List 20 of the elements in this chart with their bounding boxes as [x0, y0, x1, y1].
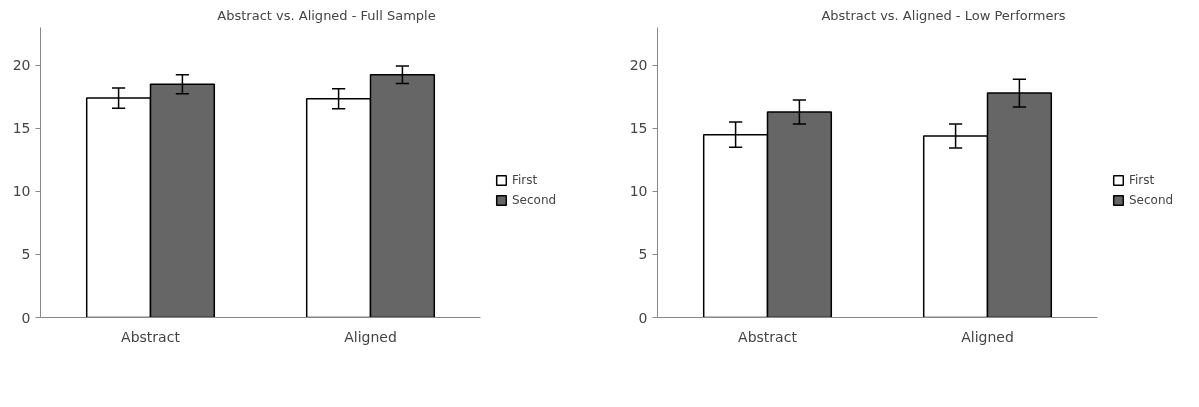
- y-tick-label: 10: [12, 183, 31, 200]
- y-tick-label: 20: [629, 57, 648, 74]
- legend-label: First: [512, 173, 538, 187]
- y-tick-label: 15: [12, 120, 31, 137]
- y-tick-label: 0: [21, 309, 31, 326]
- x-tick-label: Aligned: [344, 328, 397, 345]
- chart-title: Abstract vs. Aligned - Low Performers: [821, 7, 1066, 23]
- x-tick-label: Aligned: [961, 328, 1014, 345]
- legend-label: Second: [1129, 193, 1174, 207]
- y-tick-label: 20: [12, 57, 31, 74]
- y-tick-label: 5: [638, 246, 648, 263]
- x-tick-label: Abstract: [121, 328, 181, 345]
- legend-label: First: [1129, 173, 1155, 187]
- y-tick-label: 15: [629, 120, 648, 137]
- y-tick-label: 0: [638, 309, 648, 326]
- y-tick-label: 5: [21, 246, 31, 263]
- chart-title: Abstract vs. Aligned - Full Sample: [217, 7, 436, 23]
- x-tick-label: Abstract: [738, 328, 798, 345]
- y-tick-label: 10: [629, 183, 648, 200]
- legend-label: Second: [512, 193, 557, 207]
